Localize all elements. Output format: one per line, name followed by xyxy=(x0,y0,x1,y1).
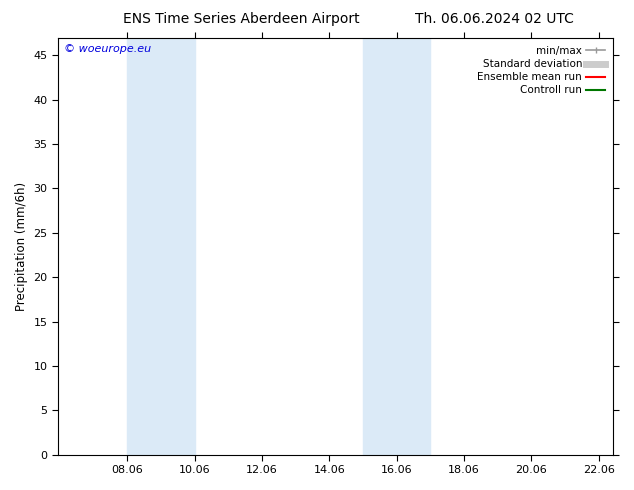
Text: ENS Time Series Aberdeen Airport: ENS Time Series Aberdeen Airport xyxy=(122,12,359,26)
Y-axis label: Precipitation (mm/6h): Precipitation (mm/6h) xyxy=(15,182,28,311)
Bar xyxy=(363,38,430,455)
Text: Th. 06.06.2024 02 UTC: Th. 06.06.2024 02 UTC xyxy=(415,12,574,26)
Legend: min/max, Standard deviation, Ensemble mean run, Controll run: min/max, Standard deviation, Ensemble me… xyxy=(474,43,608,98)
Bar xyxy=(127,38,195,455)
Text: © woeurope.eu: © woeurope.eu xyxy=(63,44,151,54)
